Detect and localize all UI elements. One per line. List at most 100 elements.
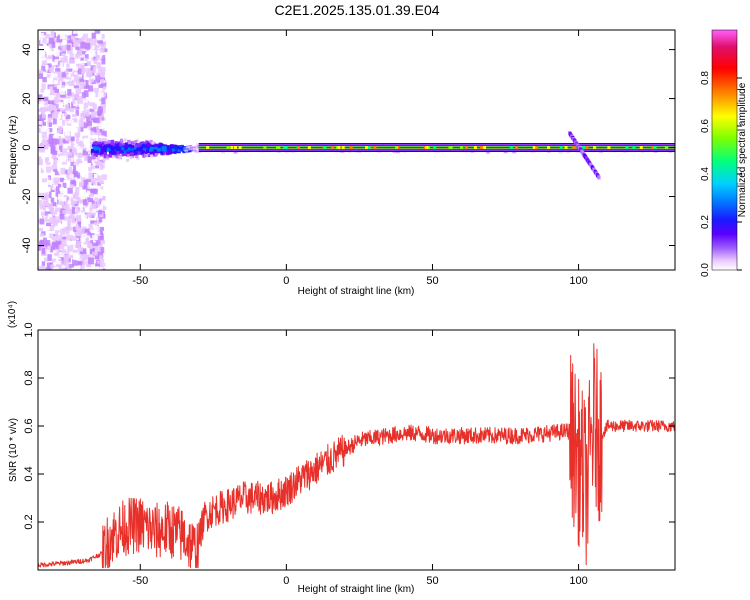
spectrogram-cell xyxy=(195,147,200,150)
spectrogram-cell xyxy=(90,75,96,82)
spectrogram-cell xyxy=(51,208,58,215)
colorbar-tick-label: 0.0 xyxy=(700,263,711,277)
spectrogram-cell xyxy=(82,151,88,156)
spectrogram-cell xyxy=(49,141,54,147)
spectrogram-cell xyxy=(96,146,100,150)
spectrogram-cell xyxy=(77,49,83,57)
spectrogram-cell xyxy=(94,30,101,34)
spectrogram-cell xyxy=(80,69,86,74)
spectrogram-cell xyxy=(118,147,122,151)
spectrogram-cell xyxy=(68,39,73,44)
spectrogram-cell xyxy=(618,151,623,154)
spectrogram-carrier-blip xyxy=(585,146,589,150)
spectrogram-cell xyxy=(71,147,76,153)
spectrogram-cell xyxy=(56,85,62,93)
spectrogram-cell xyxy=(55,190,60,197)
spectrogram-cell xyxy=(53,216,58,224)
spectrogram-carrier-blip xyxy=(426,146,430,150)
spectrogram-cell xyxy=(92,242,99,247)
spectrogram-cell xyxy=(99,144,103,148)
spectrogram-cell xyxy=(81,258,86,265)
spectrogram-cell xyxy=(145,143,149,147)
spectrogram-cell xyxy=(107,149,111,153)
spectrogram-cell xyxy=(81,226,87,232)
spectrogram-cell xyxy=(63,63,69,70)
spectrogram-carrier-blip xyxy=(230,146,234,150)
spectrogram-cell xyxy=(38,266,43,270)
spectrogram-cell xyxy=(40,89,45,93)
spectrogram-cell xyxy=(43,42,47,49)
spectrogram-cell xyxy=(87,231,91,237)
spectrogram-cell xyxy=(38,141,44,146)
spectrogram-cell xyxy=(143,154,147,158)
spectrogram-cell xyxy=(151,148,155,152)
spectrogram-cell xyxy=(97,157,101,161)
spectrogram-cell xyxy=(92,92,96,99)
spectrogram-cell xyxy=(76,175,81,179)
spectrogram-cell xyxy=(57,264,62,269)
spectrogram-cell xyxy=(47,55,53,62)
spectrogram-cell xyxy=(127,147,131,151)
spectrogram-cell xyxy=(70,141,74,148)
spectrogram-cell xyxy=(39,101,45,108)
spectrogram-cell xyxy=(50,246,55,253)
spectrogram-cell xyxy=(53,158,57,166)
spectrogram-cell xyxy=(38,157,42,165)
spectrogram-cell xyxy=(503,151,508,154)
spectrogram-cell xyxy=(90,128,94,136)
spectrogram-cell xyxy=(42,77,47,83)
spectrogram-cell xyxy=(53,81,60,88)
spectrogram-cell xyxy=(76,63,80,68)
spectrogram-cell xyxy=(47,116,52,122)
spectrogram-cell xyxy=(91,45,95,50)
spectrogram-cell xyxy=(122,150,126,154)
spectrogram-cell xyxy=(38,215,42,220)
spectrogram-cell xyxy=(48,236,54,244)
spectrogram-cell xyxy=(68,98,72,103)
spectrogram-cell xyxy=(102,138,106,142)
spectrogram-cell xyxy=(53,107,58,113)
spectrogram-cell xyxy=(90,200,95,206)
spectrogram-cell xyxy=(54,260,61,265)
spectrogram-cell xyxy=(40,265,45,270)
spectrogram-cell xyxy=(97,144,101,148)
spectrogram-cell xyxy=(73,118,78,123)
spectrogram-cell xyxy=(65,69,69,77)
spectrogram-cell xyxy=(48,138,55,145)
spectrogram-cell xyxy=(486,151,491,154)
spectrogram-cell xyxy=(49,206,53,213)
spectrogram-carrier-blip xyxy=(532,146,536,150)
spectrogram-cell xyxy=(77,148,83,153)
spectrogram-cell xyxy=(195,143,200,146)
spectrogram-cell xyxy=(90,115,95,121)
spectrogram-cell xyxy=(131,145,135,149)
spectrogram-carrier-blip xyxy=(651,146,655,150)
spectrogram-cell xyxy=(48,122,52,127)
snr-ytick-label: 0.8 xyxy=(23,370,35,385)
spectrogram-cell xyxy=(47,70,51,77)
spectrogram-cell xyxy=(69,53,74,59)
spectrogram-carrier-blip xyxy=(367,146,371,150)
spectrogram-cell xyxy=(101,163,105,169)
spectrogram-cell xyxy=(114,141,118,145)
spectrogram-cell xyxy=(93,178,97,186)
spectrogram-cell xyxy=(78,162,84,169)
spectrogram-cell xyxy=(107,140,111,144)
spectrogram-cell xyxy=(85,193,90,197)
spectrogram-carrier-blip xyxy=(448,146,452,150)
spectrogram-cell xyxy=(73,254,79,261)
spectrogram-cell xyxy=(137,144,141,148)
spectrogram-cell xyxy=(98,125,104,130)
spectrogram-cell xyxy=(95,263,100,267)
spectrogram-cell xyxy=(135,143,139,147)
spectrogram-cell xyxy=(77,177,84,183)
spectrogram-cell xyxy=(61,49,66,55)
spectrogram-cell xyxy=(83,90,89,98)
spectrogram-cell xyxy=(51,54,56,61)
spectrogram-cell xyxy=(95,266,100,270)
spectrogram-cell xyxy=(55,245,61,250)
spectrogram-cell xyxy=(55,156,62,161)
spectrogram-cell xyxy=(90,78,94,83)
spectrogram-cell xyxy=(160,150,164,154)
spectrogram-cell xyxy=(98,241,103,247)
